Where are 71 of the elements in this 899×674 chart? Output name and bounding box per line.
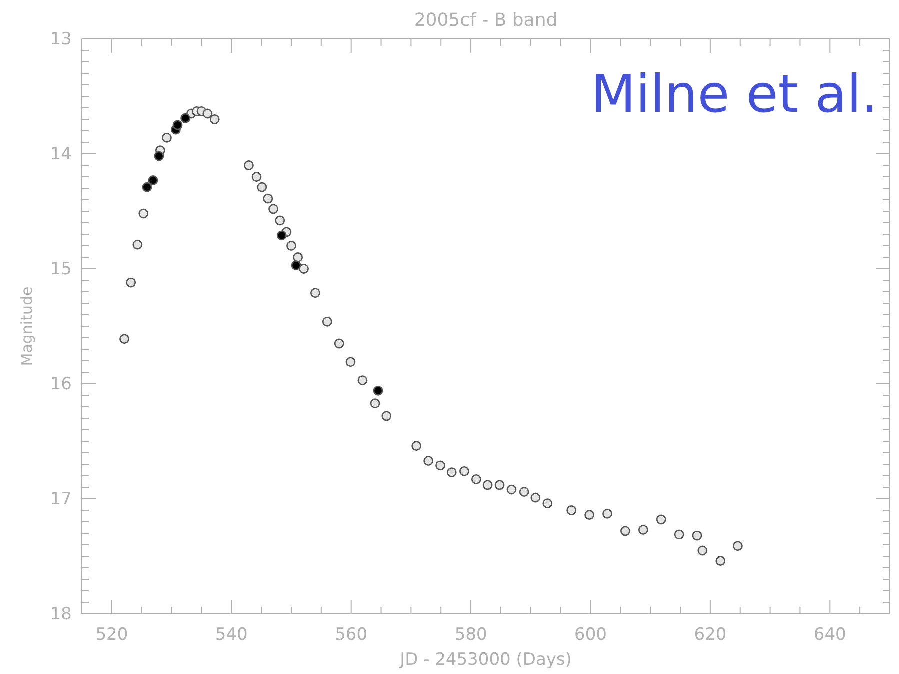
point (656, 514, 666, 525)
point (716, 556, 726, 566)
point (286, 241, 296, 251)
point (142, 182, 152, 192)
point (584, 510, 594, 520)
point (412, 441, 422, 452)
point (132, 240, 143, 250)
point (299, 264, 309, 274)
point (126, 278, 136, 288)
point (210, 114, 220, 124)
y-tick-label: 17 (50, 489, 72, 510)
point (566, 506, 577, 516)
point (172, 120, 183, 130)
point (276, 230, 287, 241)
point (202, 108, 213, 119)
point (424, 456, 434, 466)
point (471, 474, 482, 484)
point (291, 260, 302, 270)
point (252, 172, 262, 182)
point (346, 357, 356, 368)
point (692, 530, 702, 541)
point (446, 468, 457, 478)
annotation: Milne et al. (591, 65, 878, 125)
x-tick-label: 620 (694, 625, 727, 646)
point (698, 546, 708, 556)
y-tick-label: 15 (50, 259, 72, 280)
y-tick-label: 14 (50, 144, 72, 164)
point (530, 492, 541, 503)
point (494, 480, 505, 490)
point (460, 466, 470, 476)
point (638, 525, 648, 535)
point (542, 498, 553, 509)
point (358, 376, 368, 386)
point (257, 182, 268, 192)
point (334, 338, 344, 349)
point (370, 398, 380, 408)
y-axis-title: Magnitude (18, 286, 36, 366)
point (120, 334, 130, 344)
x-axis-title: JD - 2453000 (Days) (399, 650, 572, 670)
point (293, 252, 304, 262)
chart-title: 2005cf - B band (414, 10, 558, 31)
point (602, 509, 612, 519)
point (263, 194, 274, 204)
x-tick-label: 640 (814, 625, 846, 646)
y-tick-label: 16 (50, 374, 72, 394)
point (674, 530, 684, 540)
y-tick-label: 13 (50, 29, 72, 50)
point (482, 480, 493, 490)
point (244, 160, 254, 170)
y-tick-label: 18 (50, 604, 72, 624)
point (519, 487, 530, 498)
x-tick-label: 580 (454, 625, 488, 646)
point (180, 113, 190, 124)
point (382, 411, 392, 422)
point (310, 288, 320, 298)
point (436, 460, 446, 471)
x-tick-label: 560 (335, 625, 368, 646)
point (322, 316, 332, 327)
x-tick-label: 600 (574, 625, 607, 646)
point (506, 484, 517, 495)
point (138, 208, 149, 219)
point (162, 132, 172, 143)
point (373, 386, 384, 396)
x-tick-label: 540 (215, 625, 248, 646)
point (275, 216, 286, 226)
point (148, 176, 158, 186)
point (268, 204, 278, 214)
point (620, 526, 630, 536)
point (733, 541, 743, 552)
x-tick-label: 520 (96, 625, 128, 646)
point (154, 151, 164, 162)
